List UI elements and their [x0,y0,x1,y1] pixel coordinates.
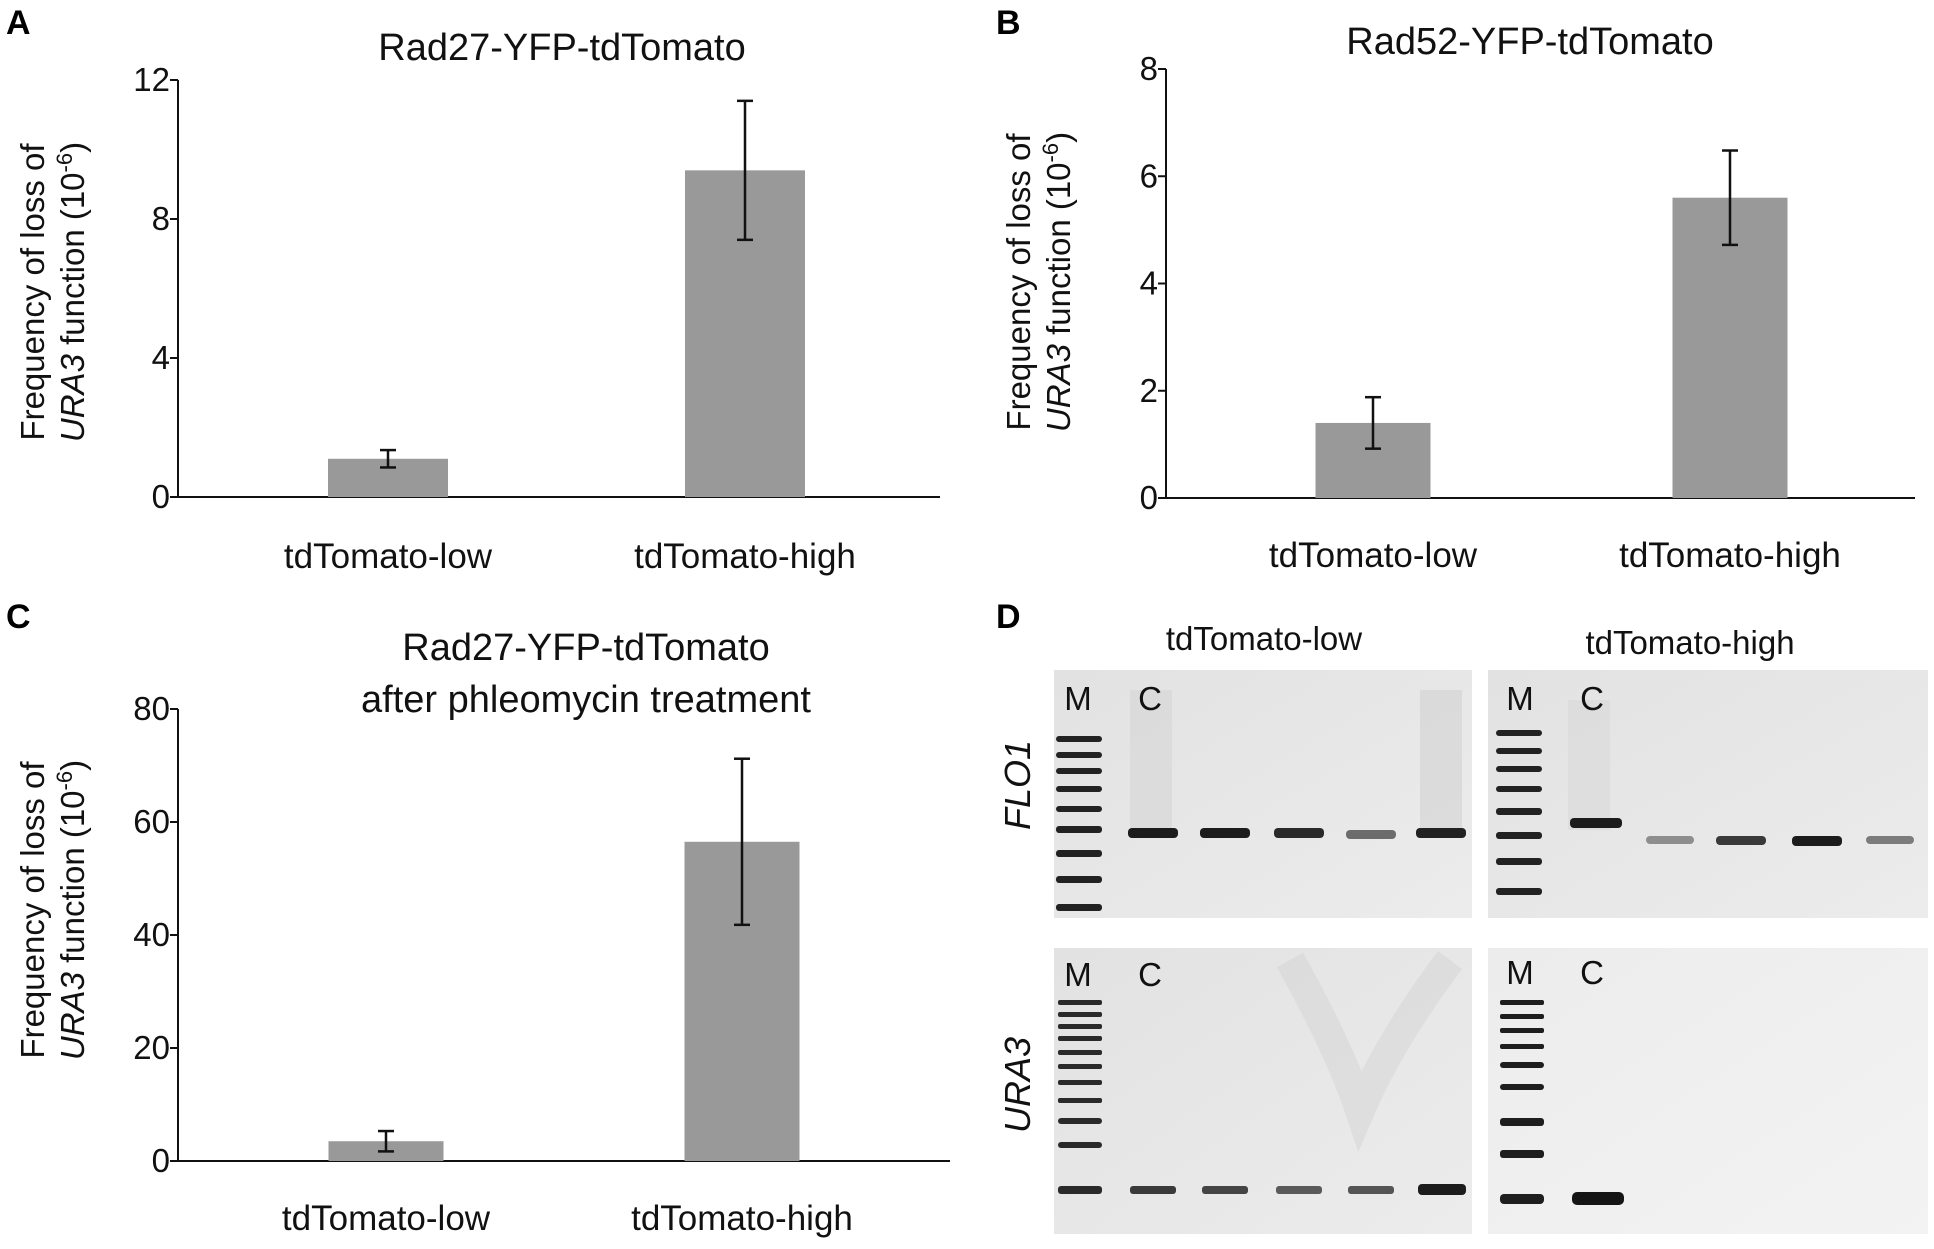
chart-c: Rad27-YFP-tdTomato after phleomycin trea… [14,627,950,1238]
chart-a-title: Rad27-YFP-tdTomato [378,27,746,69]
chart-a-ytick-label: 4 [152,339,170,376]
chart-c-ylabel: Frequency of loss of URA3 function (10-6… [14,760,91,1060]
gel-ura3-low-image [1054,948,1472,1234]
gel-flo1-low-image [1054,670,1472,918]
gel-ladder-flo1-low [1056,736,1102,911]
chart-b-ytick-label: 2 [1140,372,1158,409]
gel-marker-label: M [1064,680,1092,717]
gel-control-label: C [1580,954,1604,991]
gel-bands-ura3-low [1130,1184,1466,1195]
chart-a-ytick-label: 8 [152,200,170,237]
chart-c-title: Rad27-YFP-tdTomato [402,627,770,669]
gel-control-label: C [1138,680,1162,717]
chart-c-ytick-label: 0 [152,1142,170,1179]
chart-b-ylabel: Frequency of loss of URA3 function (10-6… [1000,132,1077,432]
gel-smear [1276,951,1463,1153]
chart-b-ytick-label: 4 [1140,265,1158,302]
chart-b-ytick-label: 8 [1140,50,1158,87]
gel-bands-ura3-high [1572,1192,1624,1205]
gel-gene-flo1-label: FLO1 [997,740,1038,830]
gel-bands-flo1-high [1570,818,1914,846]
chart-a: Rad27-YFP-tdTomato Frequency of loss of … [14,27,940,576]
chart-c-category-label: tdTomato-low [282,1199,491,1238]
chart-c-ylabel-line1: Frequency of loss of [14,761,51,1059]
gel-bands-flo1-low [1128,828,1466,839]
chart-b: Rad52-YFP-tdTomato Frequency of loss of … [1000,21,1915,575]
panel-label-a: A [6,4,31,42]
chart-c-category-label: tdTomato-high [631,1199,853,1238]
chart-c-ylabel-line2: URA3 function (10-6) [52,760,91,1060]
gel-ladder-ura3-low [1058,1000,1102,1194]
chart-a-ylabel-line2: URA3 function (10-6) [52,142,91,442]
gel-ladder-ura3-high [1500,1000,1544,1204]
panel-label-d: D [996,598,1021,636]
chart-a-ylabel: Frequency of loss of URA3 function (10-6… [14,142,91,442]
gel-panel: tdTomato-low tdTomato-high FLO1 URA3 M C… [997,620,1928,1234]
chart-b-ylabel-line1: Frequency of loss of [1000,133,1037,431]
gel-control-label: C [1138,956,1162,993]
chart-c-ytick-label: 40 [133,916,170,953]
chart-b-title: Rad52-YFP-tdTomato [1346,21,1714,63]
chart-b-bar [1672,197,1788,498]
chart-c-ytick-label: 80 [133,690,170,727]
gel-smear [1568,700,1610,830]
gel-gene-ura3-label: URA3 [997,1037,1038,1133]
gel-ladder-flo1-high [1496,730,1542,895]
chart-a-ytick-label: 12 [133,61,170,98]
chart-a-category-label: tdTomato-high [634,537,856,576]
chart-b-category-label: tdTomato-high [1619,536,1841,575]
gel-smear [1130,690,1172,830]
gel-group-low-label: tdTomato-low [1166,620,1362,657]
chart-c-ytick-label: 60 [133,803,170,840]
panel-label-b: B [996,4,1021,42]
gel-smear [1420,690,1462,830]
chart-c-ytick-label: 20 [133,1029,170,1066]
chart-b-ytick-label: 6 [1140,157,1158,194]
chart-a-category-label: tdTomato-low [284,537,493,576]
chart-a-ylabel-line1: Frequency of loss of [14,143,51,441]
chart-c-subtitle: after phleomycin treatment [361,679,811,721]
gel-marker-label: M [1506,680,1534,717]
gel-marker-label: M [1064,956,1092,993]
gel-marker-label: M [1506,954,1534,991]
chart-b-ylabel-line2: URA3 function (10-6) [1038,132,1077,432]
gel-group-high-label: tdTomato-high [1585,624,1794,661]
chart-b-category-label: tdTomato-low [1269,536,1478,575]
chart-a-ytick-label: 0 [152,478,170,515]
chart-b-ytick-label: 0 [1140,479,1158,516]
gel-ura3-high-image [1488,948,1928,1234]
gel-control-label: C [1580,680,1604,717]
gel-flo1-high-image [1488,670,1928,918]
panel-label-c: C [6,598,31,636]
